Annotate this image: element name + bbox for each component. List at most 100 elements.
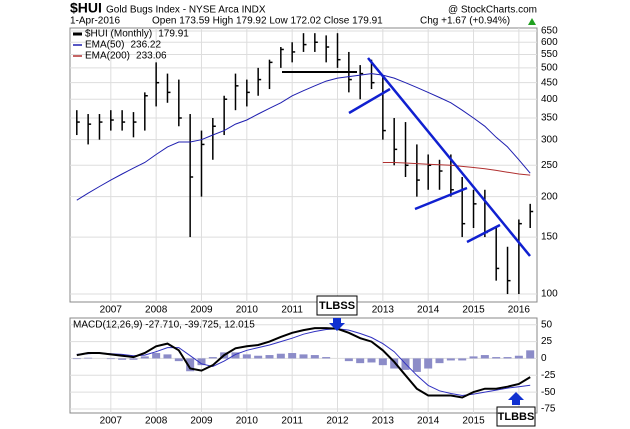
histogram-bar — [492, 357, 501, 359]
series-line — [76, 73, 531, 201]
y-tick-label: 550 — [541, 49, 558, 60]
y-tick-label: 600 — [541, 37, 558, 48]
y-tick-label: 350 — [541, 113, 558, 124]
x-tick-label: 2015 — [462, 305, 485, 316]
x-tick-label: 2009 — [190, 416, 213, 427]
x-tick-label: 2011 — [281, 416, 303, 427]
series-line — [76, 327, 531, 399]
y-tick-label: 250 — [541, 160, 558, 171]
histogram-bar — [367, 358, 376, 363]
histogram-bar — [424, 358, 433, 369]
box — [316, 295, 358, 316]
signal-box: TLBBS — [496, 392, 536, 427]
x-tick-label: 2008 — [145, 305, 168, 316]
trend-line — [348, 87, 391, 115]
x-tick-label: 2015 — [462, 416, 485, 427]
histogram-bar — [480, 355, 489, 359]
date: 1-Apr-2016 — [70, 16, 120, 27]
y-tick-label: 50 — [541, 319, 553, 330]
x-tick-label: 2011 — [281, 305, 303, 316]
x-tick-label: 2007 — [100, 416, 123, 427]
histogram-bar — [435, 358, 444, 364]
histogram-bar — [197, 358, 206, 366]
y-tick-label: 450 — [541, 77, 558, 88]
histogram-bar — [129, 358, 138, 360]
histogram-bar — [84, 357, 93, 359]
histogram-bar — [186, 358, 195, 372]
y-tick-label: 25 — [541, 336, 553, 347]
histogram-bar — [514, 355, 523, 359]
plot-area — [69, 317, 538, 414]
annotations: TLBSS TLBBS — [282, 57, 536, 427]
ticker: $HUI — [70, 0, 102, 16]
histogram-bar — [412, 358, 421, 372]
legend-label: EMA(200) — [85, 51, 130, 62]
histogram-bar — [118, 358, 127, 360]
trend-line — [367, 57, 531, 257]
histogram-bar — [356, 358, 365, 364]
histogram-bar — [231, 352, 240, 359]
panel-title: MACD(12,26,9) -27.710, -39.725, 12.015 — [73, 320, 255, 331]
x-tick-label: 2014 — [417, 305, 440, 316]
y-tick-label: 650 — [541, 26, 558, 37]
histogram-bar — [446, 358, 455, 361]
y-tick-label: 400 — [541, 94, 558, 105]
subtitle: Gold Bugs Index - NYSE Arca INDX — [106, 5, 266, 16]
histogram-bar — [254, 355, 263, 359]
legend-label: EMA(50) — [85, 40, 124, 51]
histogram-bar — [140, 356, 149, 359]
source: @ StockCharts.com — [448, 5, 537, 16]
histogram-bar — [208, 357, 217, 359]
x-tick-label: 2010 — [236, 416, 259, 427]
histogram-bar — [242, 354, 251, 359]
x-tick-label: 2012 — [326, 416, 349, 427]
histogram-bar — [163, 354, 172, 359]
legend-label: $HUI (Monthly) — [85, 29, 152, 40]
histogram-bar — [469, 356, 478, 359]
series-line — [76, 328, 531, 397]
histogram-bar — [526, 350, 535, 359]
quote: Open 173.59 High 179.92 Low 172.02 Close… — [152, 16, 383, 27]
trend-line — [466, 223, 501, 244]
y-tick-label: 150 — [541, 232, 558, 243]
signal-box: TLBSS — [316, 295, 358, 331]
y-tick-label: 500 — [541, 63, 558, 74]
histogram-bar — [265, 355, 274, 359]
y-tick-label: -50 — [541, 387, 556, 398]
trend-line — [414, 186, 468, 211]
x-tick-label: 2016 — [508, 305, 531, 316]
legend-value: 233.06 — [136, 51, 167, 62]
y-tick-label: 200 — [541, 191, 558, 202]
histogram-bar — [299, 354, 308, 359]
y-tick-label: 0 — [541, 353, 547, 364]
x-tick-label: 2007 — [100, 305, 123, 316]
histogram-bar — [106, 358, 115, 360]
histogram-bar — [344, 358, 353, 362]
arrow — [508, 392, 524, 405]
histogram-bar — [322, 357, 331, 359]
histogram-bar — [378, 358, 387, 366]
histogram-bar — [288, 353, 297, 359]
change: Chg +1.67 (+0.94%) — [420, 16, 510, 27]
up-arrow — [528, 18, 536, 25]
annotation: TLBBS — [498, 411, 535, 423]
box — [496, 406, 536, 427]
y-tick-label: -75 — [541, 404, 556, 415]
histogram-bar — [72, 358, 81, 360]
histogram-bar — [390, 358, 399, 369]
x-tick-label: 2013 — [372, 416, 395, 427]
histogram-bar — [458, 358, 467, 361]
histogram-bar — [276, 353, 285, 359]
y-tick-label: -25 — [541, 370, 556, 381]
annotation: TLBSS — [319, 300, 355, 312]
histogram-bar — [310, 355, 319, 359]
x-tick-label: 2008 — [145, 416, 168, 427]
x-tick-label: 2009 — [190, 305, 213, 316]
legend-value: 179.91 — [158, 29, 189, 40]
x-tick-label: 2013 — [372, 305, 395, 316]
legend-value: 236.22 — [130, 40, 161, 51]
y-tick-label: 100 — [541, 289, 558, 300]
x-tick-label: 2014 — [417, 416, 440, 427]
histogram-bar — [152, 353, 161, 359]
